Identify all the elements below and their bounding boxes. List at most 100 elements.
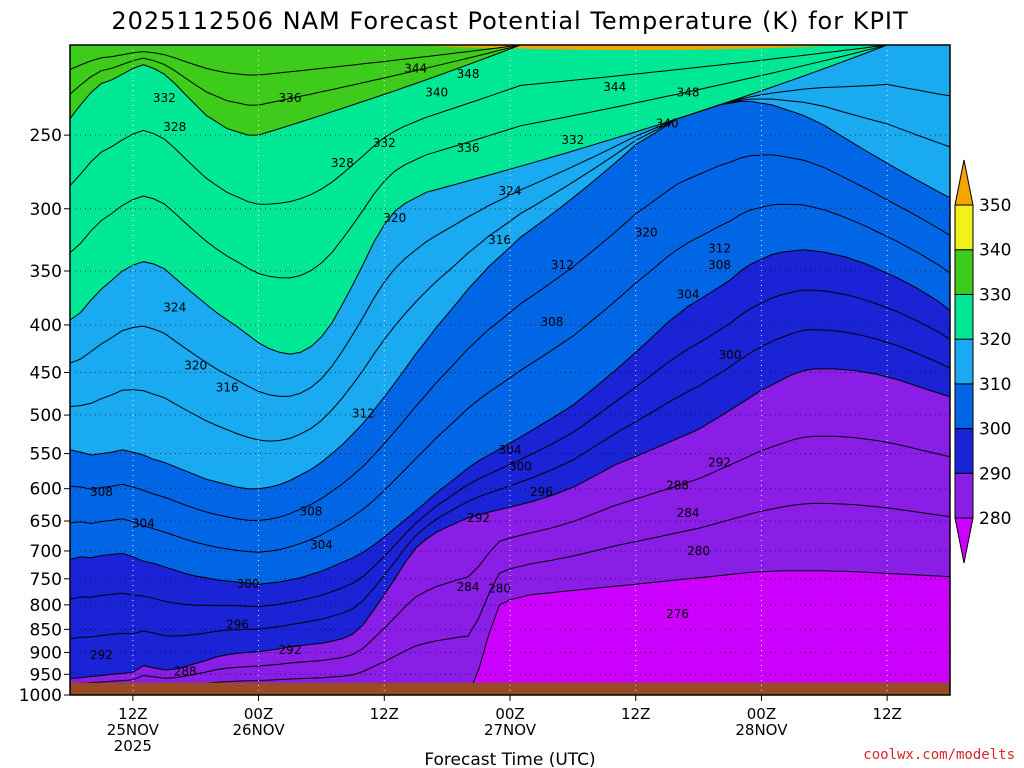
contour-label: 304 <box>310 538 333 552</box>
contour-label: 292 <box>279 643 302 657</box>
colorbar-label: 330 <box>979 285 1011 305</box>
y-tick-label: 700 <box>30 542 62 562</box>
x-axis-title: Forecast Time (UTC) <box>424 750 595 768</box>
contour-label: 292 <box>708 455 731 469</box>
x-tick-label: 00Z <box>244 705 273 723</box>
y-tick-label: 250 <box>30 126 62 146</box>
contour-label: 276 <box>666 607 689 621</box>
y-tick-label: 500 <box>30 406 62 426</box>
x-tick-label: 25NOV <box>107 721 160 739</box>
x-tick-label: 28NOV <box>735 721 788 739</box>
contour-label: 312 <box>352 406 375 420</box>
contour-label: 304 <box>677 288 700 302</box>
contour-label: 304 <box>132 516 155 530</box>
contour-label: 284 <box>677 506 700 520</box>
contour-label: 304 <box>499 443 522 457</box>
contour-label: 280 <box>488 581 511 595</box>
y-tick-label: 800 <box>30 596 62 616</box>
x-tick-label: 12Z <box>370 705 399 723</box>
contour-line <box>69 154 951 522</box>
contour-line <box>69 203 951 553</box>
contour-label: 328 <box>163 120 186 134</box>
contour-label: 288 <box>174 665 197 679</box>
contour-label: 312 <box>551 258 574 272</box>
colorbar-label: 300 <box>979 420 1011 440</box>
y-tick-label: 900 <box>30 643 62 663</box>
x-tick-label: 2025 <box>114 737 152 755</box>
contour-label: 300 <box>509 460 532 474</box>
contour-label: 296 <box>530 485 553 499</box>
colorbar-label: 290 <box>979 464 1011 484</box>
contour-line <box>69 502 951 690</box>
x-tick-label: 12Z <box>621 705 650 723</box>
plot-area: 344 348 340 344 348 332 336 340 328 332 336 332 328 3… <box>69 44 951 696</box>
colorbar-legend: 280 290 300 310 320 330 340 350 <box>954 159 1011 564</box>
y-tick-label: 300 <box>30 200 62 220</box>
contour-line <box>69 435 951 685</box>
contour-label: 308 <box>299 505 322 519</box>
colorbar-label: 340 <box>979 241 1011 261</box>
contour-label: 300 <box>237 577 260 591</box>
contour-label: 320 <box>635 225 658 239</box>
x-tick-label: 00Z <box>495 705 524 723</box>
y-tick-label: 1000 <box>19 686 62 706</box>
colorbar-swatch <box>954 428 974 474</box>
chart-title: 2025112506 NAM Forecast Potential Temper… <box>111 7 908 35</box>
contour-label: 308 <box>540 315 563 329</box>
y-tick-label: 750 <box>30 570 62 590</box>
fill-band-330K <box>70 45 950 136</box>
colorbar-swatch <box>954 249 974 295</box>
colorbar-swatch <box>954 383 974 430</box>
contour-label: 336 <box>457 141 480 155</box>
contour-line <box>69 249 951 585</box>
contour-line <box>69 100 951 490</box>
colorbar-label: 320 <box>979 330 1011 350</box>
colorbar-label: 280 <box>979 509 1011 529</box>
contour-label: 300 <box>719 348 742 362</box>
y-tick-label: 550 <box>30 445 62 465</box>
colorbar-label: 310 <box>979 375 1011 395</box>
contour-label: 344 <box>603 80 626 94</box>
contour-line <box>69 44 950 205</box>
y-tick-label: 400 <box>30 316 62 336</box>
contour-line <box>69 368 951 679</box>
contour-label: 288 <box>666 478 689 492</box>
y-tick-label: 600 <box>30 480 62 500</box>
contour-label: 308 <box>708 258 731 272</box>
contour-label: 332 <box>561 133 584 147</box>
colorbar-label: 350 <box>979 196 1011 216</box>
x-tick-label: 26NOV <box>233 721 286 739</box>
credit-link[interactable]: coolwx.com/modelts <box>863 747 1015 763</box>
colorbar-swatch <box>954 472 974 519</box>
colorbar-swatch <box>954 204 974 251</box>
colorbar-swatch <box>954 338 974 385</box>
contour-label: 320 <box>184 358 207 372</box>
x-tick-label: 00Z <box>747 705 776 723</box>
y-tick-label: 950 <box>30 665 62 685</box>
contour-label: 312 <box>708 241 731 255</box>
y-tick-label: 350 <box>30 262 62 282</box>
contour-label: 340 <box>656 117 679 131</box>
contour-label: 316 <box>216 380 239 394</box>
y-tick-label: 450 <box>30 364 62 384</box>
x-tick-label: 12Z <box>118 705 147 723</box>
colorbar-max-arrow <box>954 159 974 206</box>
contour-line <box>69 44 950 355</box>
colorbar-swatch <box>954 293 974 340</box>
contour-label: 340 <box>425 86 448 100</box>
contour-label: 308 <box>90 485 113 499</box>
contour-line <box>69 44 950 279</box>
contour-label: 292 <box>90 648 113 662</box>
contour-label: 316 <box>488 233 511 247</box>
x-tick-label: 27NOV <box>484 721 537 739</box>
terrain-fill <box>70 682 950 695</box>
y-tick-label: 650 <box>30 512 62 532</box>
contour-label: 284 <box>457 580 480 594</box>
contour-label: 332 <box>153 91 176 105</box>
y-tick-label: 850 <box>30 620 62 640</box>
contour-label: 324 <box>163 300 186 314</box>
contour-line <box>69 98 951 442</box>
contour-label: 296 <box>226 618 249 632</box>
contour-label: 332 <box>373 136 396 150</box>
